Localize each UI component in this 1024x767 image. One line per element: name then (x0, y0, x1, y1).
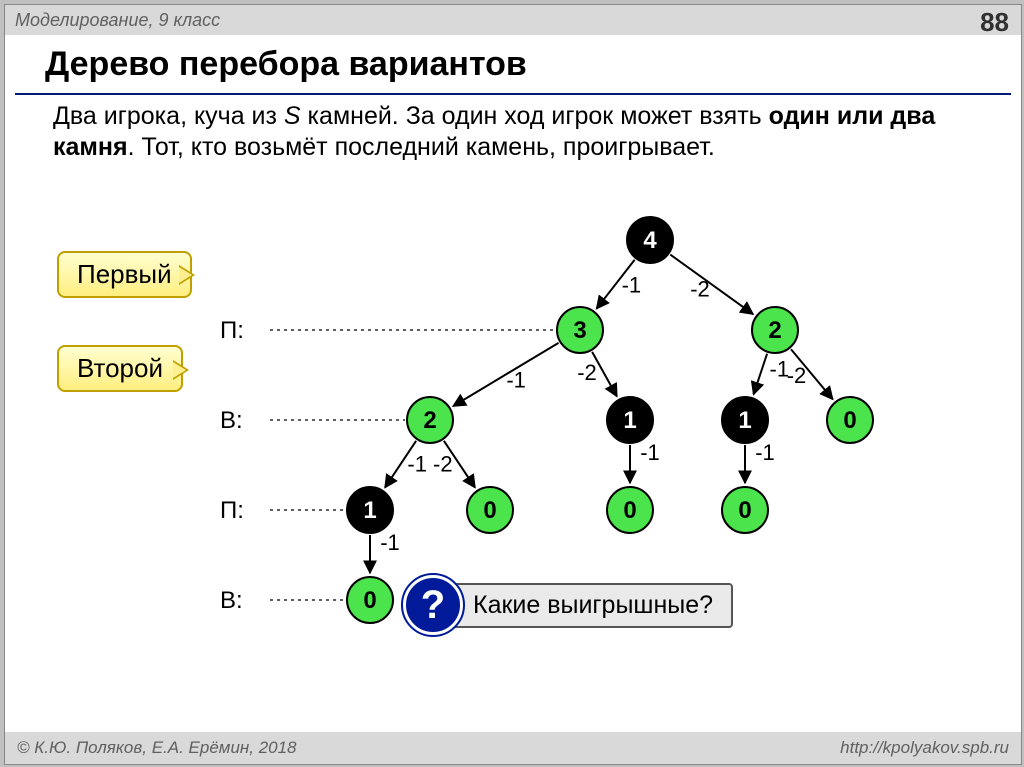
svg-text:1: 1 (623, 407, 636, 434)
question-text: Какие выигрышные? (473, 591, 713, 619)
svg-text:2: 2 (423, 407, 436, 434)
row-label-1: В: (220, 407, 243, 435)
row-label-0: П: (220, 317, 244, 345)
svg-text:0: 0 (738, 497, 751, 524)
svg-text:0: 0 (483, 497, 496, 524)
callout-second: Второй (57, 345, 183, 392)
svg-text:-1: -1 (407, 451, 427, 476)
problem-pre: Два игрока, куча из (53, 102, 284, 130)
problem-text: Два игрока, куча из S камней. За один хо… (53, 101, 991, 164)
svg-text:-1: -1 (506, 368, 526, 393)
svg-text:2: 2 (768, 317, 781, 344)
tree-diagram: -1-2-1-2-1-2-1-2-1-1-1432211010000 (255, 195, 915, 645)
svg-text:-2: -2 (433, 451, 453, 476)
row-label-2: П: (220, 497, 244, 525)
question-box: Какие выигрышные? (437, 583, 733, 628)
svg-text:-2: -2 (690, 277, 710, 302)
row-label-3: В: (220, 587, 243, 615)
svg-text:0: 0 (623, 497, 636, 524)
title-underline (15, 93, 1011, 95)
problem-s: S (284, 102, 301, 130)
slide-footer: © К.Ю. Поляков, Е.А. Ерёмин, 2018 http:/… (5, 732, 1021, 764)
callout-first-label: Первый (77, 259, 172, 289)
callout-second-label: Второй (77, 353, 163, 383)
svg-text:-1: -1 (755, 440, 775, 465)
svg-text:-1: -1 (380, 530, 400, 555)
svg-text:0: 0 (363, 587, 376, 614)
header-subject: Моделирование, 9 класс (15, 10, 220, 30)
page-title: Дерево перебора вариантов (45, 45, 527, 84)
problem-tail: . Тот, кто возьмёт последний камень, про… (128, 133, 715, 161)
question-mark-icon: ? (421, 583, 445, 628)
svg-text:1: 1 (363, 497, 376, 524)
svg-text:4: 4 (643, 227, 657, 254)
svg-text:-2: -2 (787, 363, 807, 388)
svg-text:-1: -1 (622, 272, 642, 297)
footer-right: http://kpolyakov.spb.ru (840, 732, 1009, 764)
callout-first: Первый (57, 251, 192, 298)
svg-text:-1: -1 (640, 440, 660, 465)
svg-text:1: 1 (738, 407, 751, 434)
footer-left: © К.Ю. Поляков, Е.А. Ерёмин, 2018 (17, 738, 297, 757)
callout-first-arrow (179, 265, 195, 285)
svg-text:3: 3 (573, 317, 586, 344)
slide: Моделирование, 9 класс 88 Дерево перебор… (4, 4, 1022, 765)
callout-second-arrow (173, 360, 189, 380)
slide-header: Моделирование, 9 класс 88 (5, 5, 1021, 35)
svg-text:-2: -2 (577, 360, 597, 385)
page-number: 88 (980, 7, 1009, 37)
question-badge: ? (403, 575, 463, 635)
svg-text:0: 0 (843, 407, 856, 434)
problem-mid: камней. За один ход игрок может взять (301, 102, 769, 130)
